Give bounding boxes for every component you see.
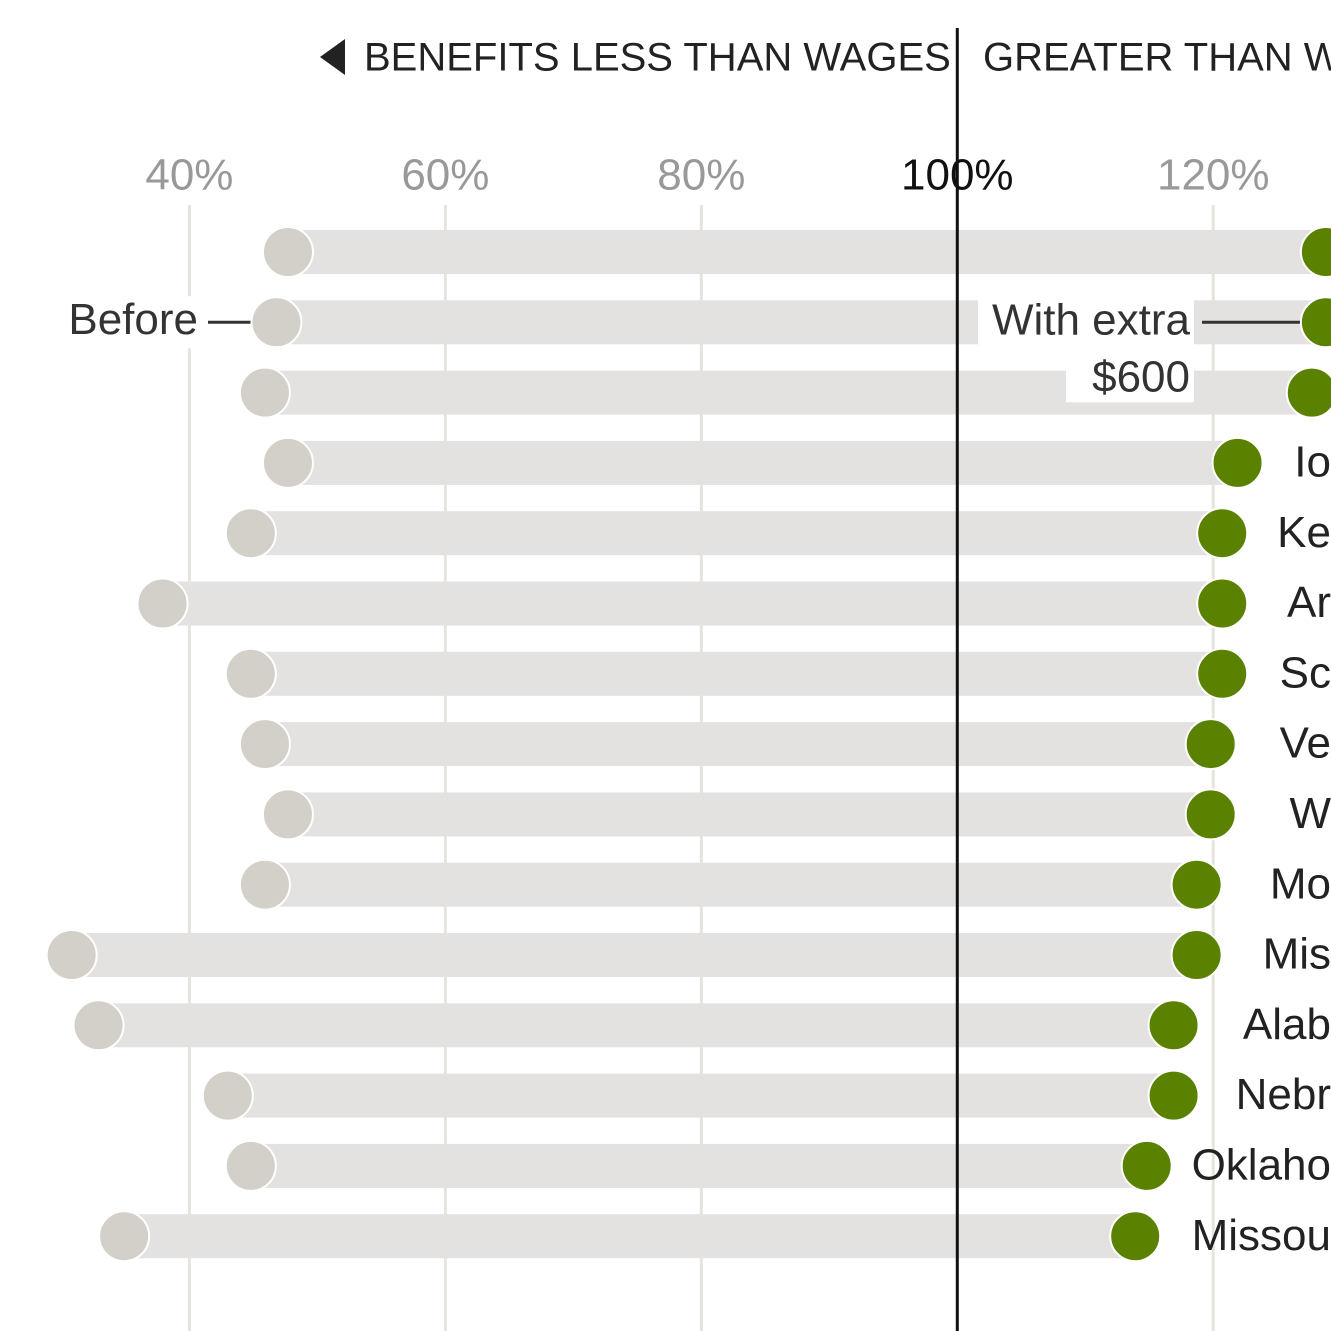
range-bar [264,722,1211,767]
category-label: Ve [1280,719,1331,768]
left-arrow [320,39,345,75]
before-label: Before [68,295,198,344]
after-dot [1184,788,1237,841]
x-tick-label: 80% [657,151,745,200]
after-dot [1170,929,1223,981]
after-dot [1299,296,1331,349]
category-label: Missou [1192,1211,1331,1260]
category-label: Ke [1277,508,1331,557]
header-right: GREATER THAN WA [983,36,1331,80]
after-dot [1147,1069,1200,1122]
after-dot [1285,366,1331,419]
after-dot [1109,1210,1162,1263]
after-dot [1184,718,1237,771]
category-label: Mo [1270,859,1331,908]
range-bar [227,1073,1174,1118]
before-dot [224,1139,277,1192]
range-bar [264,862,1197,907]
range-bar [124,1214,1136,1259]
before-dot [238,718,291,771]
before-dot [250,296,303,349]
before-dot [224,647,277,700]
before-dot [238,858,291,911]
after-dot [1170,858,1223,911]
header-left: BENEFITS LESS THAN WAGES [364,36,951,80]
before-dot [45,929,98,981]
before-dot [224,507,277,560]
x-tick-label: 120% [1157,151,1270,200]
before-dot [261,436,314,489]
before-dot [136,577,189,630]
x-tick-label: 60% [401,151,489,200]
before-dot [238,366,291,419]
category-label: Oklaho [1192,1141,1331,1190]
range-bar [98,1003,1174,1048]
before-dot [98,1210,151,1263]
label-bg [1066,348,1194,403]
range-bar [250,1143,1147,1188]
category-label: Nebr [1236,1070,1331,1119]
dots [45,226,1331,1263]
x-tick-label: 40% [145,151,233,200]
range-bar [250,651,1223,696]
after-dot [1196,577,1249,630]
after-dot [1211,436,1264,489]
range-bar [162,581,1223,626]
before-dot [261,788,314,841]
range-bar [71,933,1197,977]
range-bar [287,792,1211,837]
before-dot [201,1069,254,1122]
category-label: Ar [1287,578,1331,627]
after-dot [1196,507,1249,560]
before-dot [72,999,125,1052]
category-label: W [1289,789,1331,838]
range-bar [250,511,1223,556]
after-dot [1196,647,1249,700]
category-label: Io [1294,438,1331,487]
label-bg [978,296,1194,349]
category-label: Mis [1263,930,1331,979]
before-dot [261,226,314,278]
after-dot [1120,1139,1173,1192]
after-dot [1147,999,1200,1052]
label-bg [32,296,212,349]
range-bar [287,440,1238,485]
after-label: With extra $600 [992,295,1191,401]
category-label: Sc [1280,648,1331,697]
category-label: Alab [1243,1000,1331,1049]
range-bar [287,230,1326,274]
after-dot [1299,226,1331,278]
